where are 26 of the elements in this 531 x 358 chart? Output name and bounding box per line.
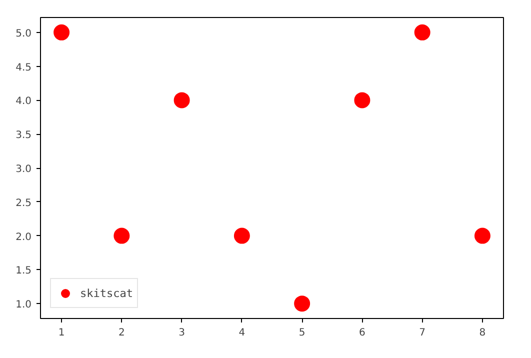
point [174, 92, 190, 108]
point [114, 228, 130, 244]
point [474, 228, 490, 244]
y-tick-label: 4.5 [16, 62, 32, 74]
point [54, 24, 70, 40]
legend-label: skitscat [80, 286, 133, 300]
y-tick-label: 3.5 [16, 130, 32, 142]
x-tick-label: 5 [298, 328, 306, 338]
x-tick-label: 7 [419, 328, 426, 338]
x-tick-label: 2 [118, 328, 125, 338]
x-tick-label: 3 [178, 328, 185, 338]
x-tick-label: 6 [359, 328, 366, 338]
point [234, 228, 250, 244]
y-tick-label: 2.5 [16, 198, 32, 209]
y-tick-label: 5.0 [16, 28, 32, 40]
y-tick-label: 2.0 [16, 232, 32, 243]
point [294, 296, 310, 312]
y-tick-label: 3.0 [16, 164, 32, 175]
x-tick-label: 4 [238, 328, 246, 338]
point [414, 24, 430, 40]
point [354, 92, 370, 108]
y-tick-label: 1.5 [16, 266, 32, 277]
x-tick-label: 8 [479, 328, 486, 338]
y-tick-label: 4.0 [16, 96, 32, 108]
y-tick-label: 1.0 [16, 300, 32, 311]
x-tick-label: 1 [58, 328, 65, 338]
